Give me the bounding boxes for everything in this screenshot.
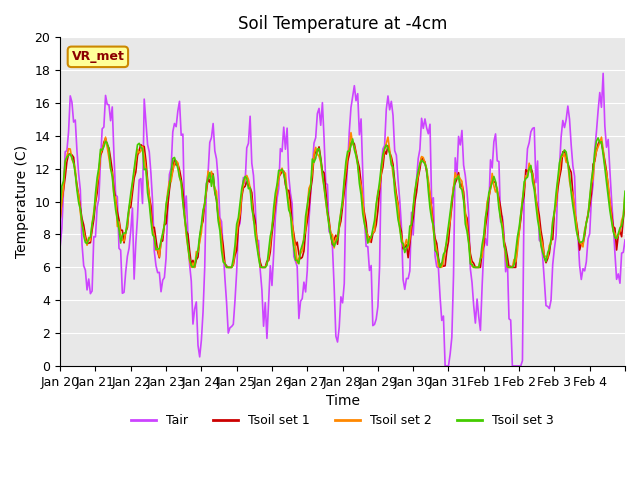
Line: Tair: Tair (60, 73, 625, 366)
Tair (507, 317, 515, 323)
Tair (599, 71, 607, 76)
Text: VR_met: VR_met (72, 50, 124, 63)
Tsoil set 2 (191, 264, 198, 270)
Tsoil set 3 (56, 205, 64, 211)
Tsoil set 1 (225, 264, 232, 270)
Tsoil set 2 (347, 130, 355, 135)
Tsoil set 3 (233, 221, 241, 227)
Tsoil set 3 (488, 180, 496, 186)
Tsoil set 2 (509, 264, 516, 270)
Tsoil set 3 (68, 155, 76, 160)
Tsoil set 1 (371, 228, 378, 234)
Tsoil set 3 (595, 135, 602, 141)
Tsoil set 1 (68, 152, 76, 158)
Tair (500, 229, 508, 235)
Tsoil set 2 (490, 183, 498, 189)
Tsoil set 1 (56, 216, 64, 222)
Tsoil set 3 (500, 243, 508, 249)
Tsoil set 3 (621, 188, 629, 194)
Tsoil set 3 (369, 227, 377, 232)
Line: Tsoil set 3: Tsoil set 3 (60, 138, 625, 267)
Tair (621, 237, 629, 243)
Tair (488, 165, 496, 171)
Tair (56, 244, 64, 250)
Tsoil set 3 (189, 264, 196, 270)
Tsoil set 2 (233, 231, 241, 237)
Legend: Tair, Tsoil set 1, Tsoil set 2, Tsoil set 3: Tair, Tsoil set 1, Tsoil set 2, Tsoil se… (127, 409, 559, 432)
Tsoil set 2 (502, 254, 509, 260)
Tair (68, 99, 76, 105)
Tsoil set 1 (234, 225, 242, 230)
Line: Tsoil set 2: Tsoil set 2 (60, 132, 625, 267)
Tsoil set 2 (68, 156, 76, 162)
Tair (367, 263, 375, 268)
Tsoil set 1 (490, 179, 498, 185)
Tsoil set 2 (56, 216, 64, 222)
Tsoil set 1 (102, 136, 109, 142)
Line: Tsoil set 1: Tsoil set 1 (60, 139, 625, 267)
Tsoil set 1 (502, 244, 509, 250)
Tair (231, 298, 239, 303)
Tsoil set 1 (621, 203, 629, 208)
Y-axis label: Temperature (C): Temperature (C) (15, 145, 29, 258)
Tsoil set 3 (507, 264, 515, 270)
X-axis label: Time: Time (326, 394, 360, 408)
Tsoil set 2 (621, 191, 629, 197)
Title: Soil Temperature at -4cm: Soil Temperature at -4cm (238, 15, 447, 33)
Tair (442, 363, 449, 369)
Tsoil set 2 (371, 228, 378, 234)
Tsoil set 1 (509, 264, 516, 270)
